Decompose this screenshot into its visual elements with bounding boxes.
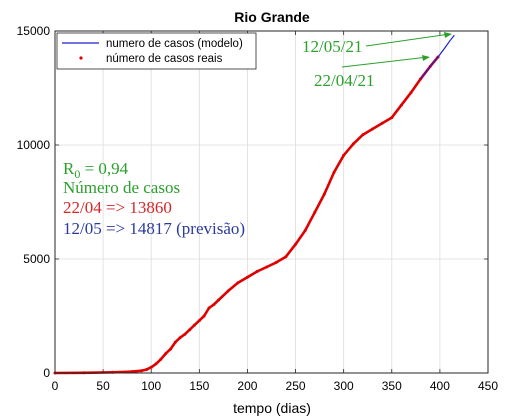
real-case-point bbox=[380, 121, 384, 125]
annotations: 12/05/21 22/04/21 R0 = 0,94 Número de ca… bbox=[63, 32, 452, 238]
real-case-point bbox=[193, 323, 196, 327]
real-case-point bbox=[217, 298, 221, 302]
real-case-point bbox=[332, 170, 336, 174]
real-case-point bbox=[409, 91, 413, 95]
real-case-point bbox=[245, 275, 249, 279]
legend-marker-real bbox=[79, 56, 83, 60]
x-tick-label: 0 bbox=[52, 379, 59, 393]
arrowhead-2204 bbox=[422, 55, 430, 61]
annotation-r0: R0 = 0,94 bbox=[63, 159, 129, 181]
real-case-point bbox=[212, 303, 216, 307]
y-tick-label: 10000 bbox=[17, 138, 51, 152]
real-case-point bbox=[144, 368, 148, 372]
r0-value: = 0,94 bbox=[80, 159, 128, 178]
annotation-1205-value: 12/05 => 14817 (previsão) bbox=[63, 219, 245, 238]
real-case-point bbox=[294, 242, 298, 246]
x-axis-label: tempo (dias) bbox=[233, 400, 311, 416]
real-case-point bbox=[183, 332, 187, 336]
legend-label-model: numero de casos (modelo) bbox=[106, 38, 243, 50]
real-case-point bbox=[164, 352, 168, 356]
legend-label-real: número de casos reais bbox=[106, 53, 223, 65]
real-case-point bbox=[226, 289, 230, 293]
chart-title: Rio Grande bbox=[234, 9, 310, 25]
x-tick-label: 150 bbox=[189, 379, 209, 393]
y-tick-label: 15000 bbox=[17, 24, 51, 38]
x-tick-label: 300 bbox=[334, 379, 354, 393]
real-case-point bbox=[173, 340, 177, 344]
plot-area bbox=[55, 31, 488, 373]
legend-box bbox=[56, 32, 257, 70]
annotation-2204-value: 22/04 => 13860 bbox=[63, 198, 172, 217]
arrow-1205 bbox=[365, 33, 451, 47]
real-case-point bbox=[169, 347, 172, 351]
real-case-point bbox=[149, 365, 153, 369]
real-case-point bbox=[255, 270, 259, 273]
real-case-point bbox=[236, 281, 240, 285]
real-case-point bbox=[197, 319, 201, 323]
arrowhead-1205 bbox=[444, 32, 452, 38]
x-tick-label: 100 bbox=[141, 379, 161, 393]
real-case-point bbox=[207, 306, 211, 310]
y-tick-label: 0 bbox=[43, 366, 50, 380]
annotation-1205: 12/05/21 bbox=[302, 37, 362, 56]
annotation-2204: 22/04/21 bbox=[314, 71, 374, 90]
x-tick-label: 250 bbox=[286, 379, 306, 393]
real-case-point bbox=[130, 370, 134, 374]
real-case-point bbox=[140, 369, 144, 373]
real-case-point bbox=[342, 153, 346, 157]
x-tick-label: 50 bbox=[96, 379, 110, 393]
annotation-cases-title: Número de casos bbox=[63, 178, 180, 197]
r0-subscript: 0 bbox=[74, 167, 80, 181]
x-tick-label: 450 bbox=[478, 379, 498, 393]
real-case-point bbox=[303, 229, 307, 232]
y-tick-label: 5000 bbox=[23, 252, 50, 266]
real-case-point bbox=[361, 133, 365, 137]
real-case-point bbox=[371, 127, 374, 131]
ticks-layer: 0 50 100 150 200 250 300 350 400 450 0 5000 10000 150… bbox=[17, 24, 499, 393]
real-case-point bbox=[159, 357, 163, 361]
real-case-point bbox=[322, 192, 326, 196]
real-case-point bbox=[313, 210, 317, 214]
real-case-point bbox=[274, 260, 278, 264]
r0-symbol: R bbox=[63, 159, 75, 178]
x-tick-label: 400 bbox=[430, 379, 450, 393]
plot-frame bbox=[54, 30, 489, 374]
real-case-point bbox=[399, 103, 403, 107]
x-tick-label: 200 bbox=[237, 379, 257, 393]
legend: numero de casos (modelo) número de casos… bbox=[56, 32, 257, 70]
real-case-point bbox=[265, 265, 269, 269]
real-case-point bbox=[202, 314, 206, 318]
x-tick-label: 350 bbox=[382, 379, 402, 393]
arrow-2204 bbox=[341, 56, 429, 68]
real-case-point bbox=[284, 255, 288, 259]
series-model-line bbox=[420, 34, 455, 80]
real-case-point bbox=[178, 336, 182, 340]
real-case-point bbox=[390, 116, 394, 120]
real-case-point bbox=[154, 362, 158, 366]
real-case-point bbox=[351, 142, 355, 146]
real-case-point bbox=[188, 328, 192, 332]
